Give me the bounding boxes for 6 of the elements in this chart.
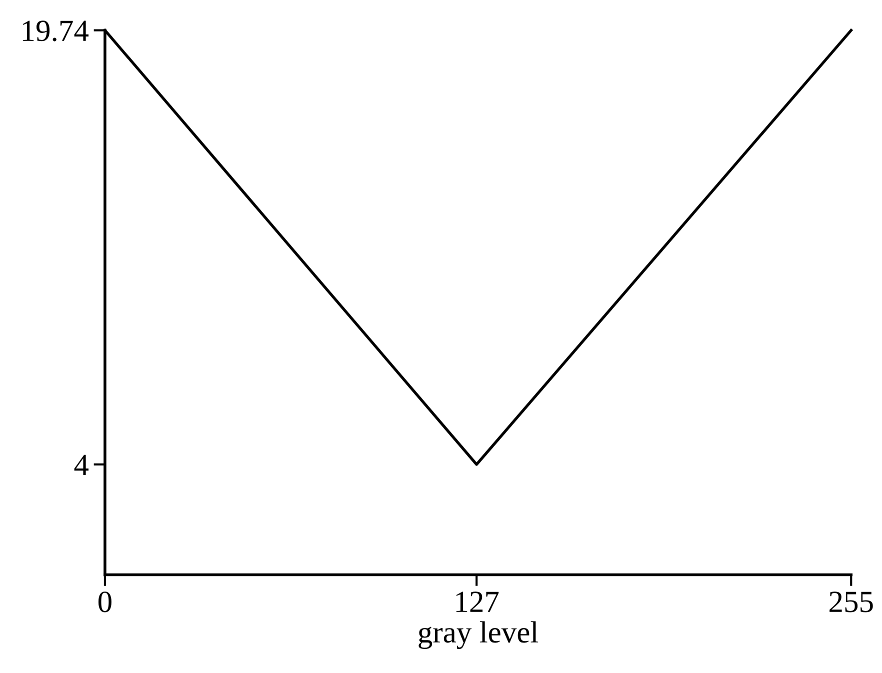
x-tick-label: 127 [456, 592, 499, 612]
y-tick-label: 4 [74, 454, 89, 476]
x-tick-label: 0 [98, 592, 112, 612]
x-tick-label: 255 [830, 592, 873, 612]
x-axis-title: gray level [418, 621, 538, 649]
y-tick-label: 19.74 [22, 20, 89, 42]
